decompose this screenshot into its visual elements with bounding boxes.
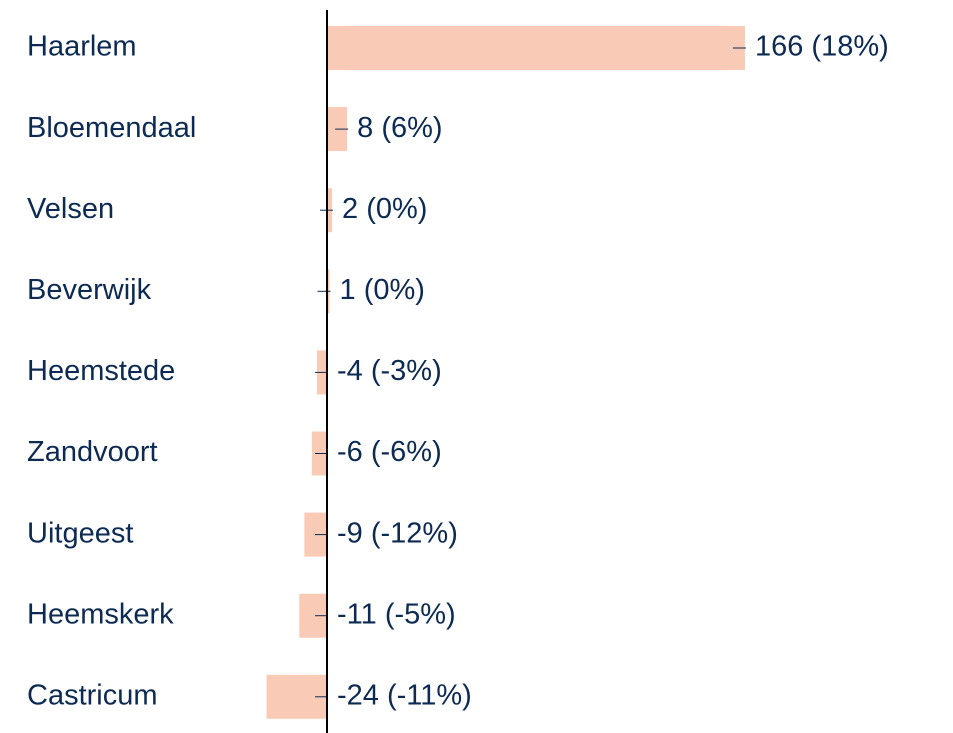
value-label: -24 (-11%): [337, 679, 472, 711]
value-label: -4 (-3%): [337, 355, 442, 387]
category-label: Zandvoort: [27, 436, 158, 468]
value-label: -11 (-5%): [337, 598, 456, 630]
value-label: -9 (-12%): [337, 517, 458, 549]
value-label: -6 (-6%): [337, 436, 442, 468]
category-label: Velsen: [27, 193, 114, 225]
value-label: 166 (18%): [755, 31, 889, 63]
category-label: Castricum: [27, 679, 158, 711]
category-label: Haarlem: [27, 31, 137, 63]
category-label: Heemskerk: [27, 598, 174, 630]
bar: [327, 26, 745, 70]
category-label: Uitgeest: [27, 517, 133, 549]
category-label: Beverwijk: [27, 274, 152, 306]
category-label: Heemstede: [27, 355, 175, 387]
value-label: 1 (0%): [340, 274, 425, 306]
category-label: Bloemendaal: [27, 112, 196, 144]
value-label: 8 (6%): [357, 112, 442, 144]
value-label: 2 (0%): [342, 193, 427, 225]
